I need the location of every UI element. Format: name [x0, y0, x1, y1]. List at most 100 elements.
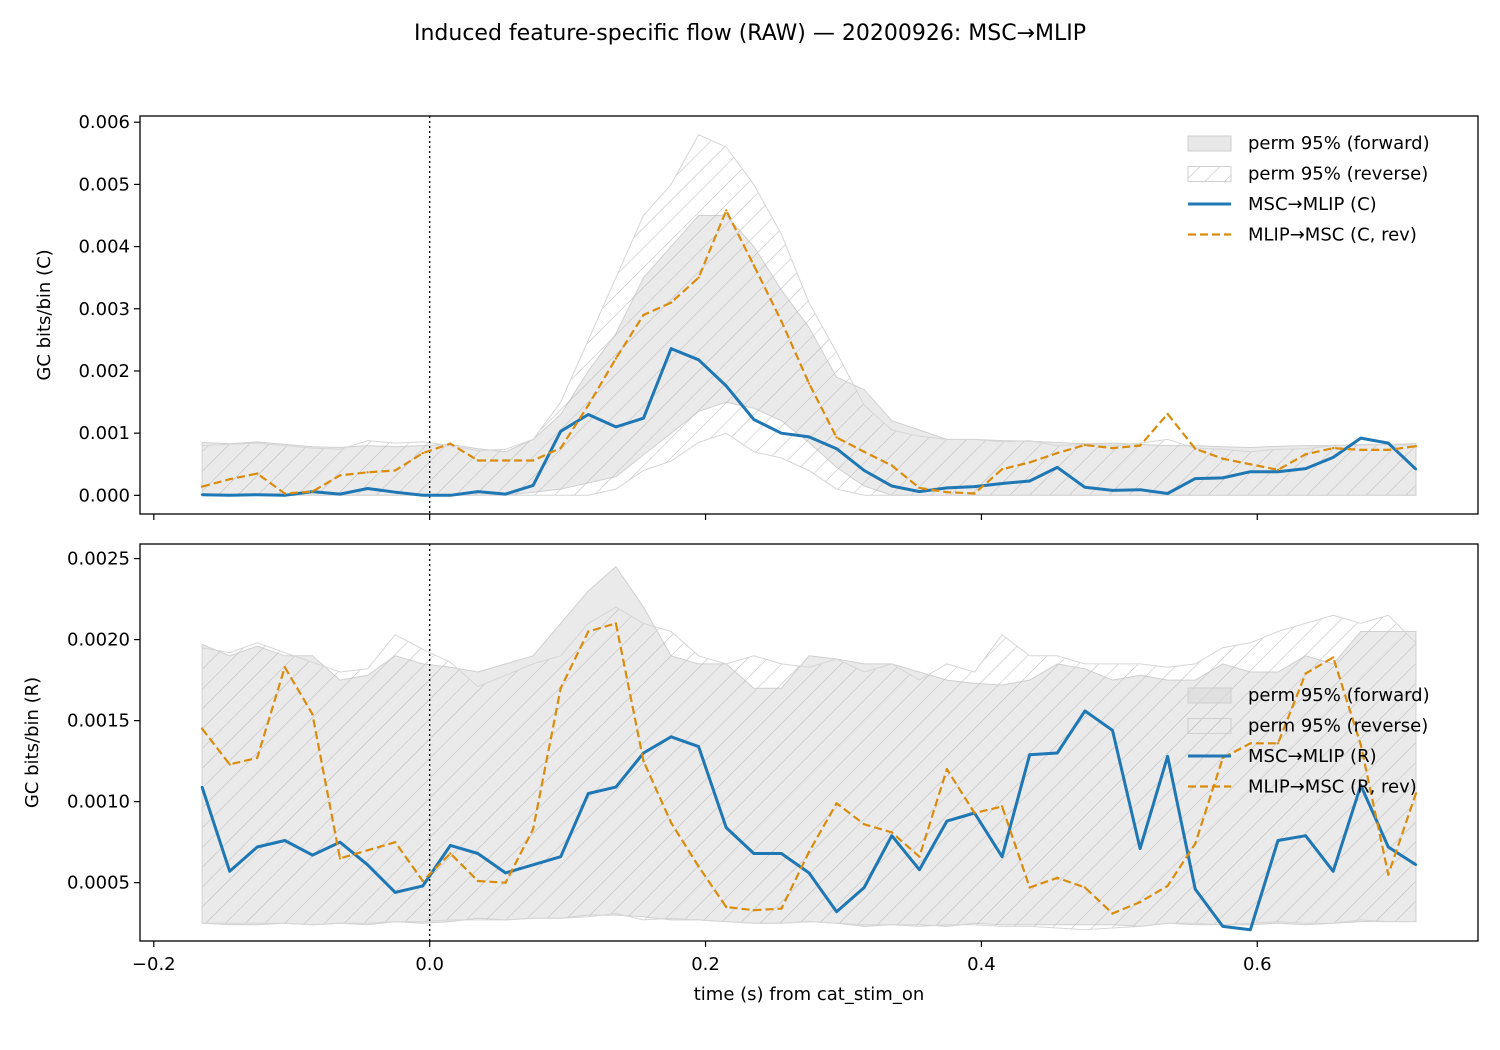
legend: perm 95% (forward) perm 95% (reverse) MSC→…: [1187, 685, 1430, 798]
data-point: [1000, 855, 1004, 858]
data-point: [449, 852, 452, 855]
data-point: [476, 879, 480, 883]
data-point: [614, 357, 618, 360]
x-tick-label: −0.2: [132, 954, 176, 975]
data-point: [504, 881, 507, 884]
data-point: [1166, 884, 1169, 888]
data-point: [890, 464, 893, 467]
y-axis-label: GC bits/bin (R): [22, 677, 43, 808]
data-point: [1387, 845, 1390, 849]
data-point: [228, 494, 231, 497]
y-tick-label: 0.000: [78, 485, 130, 506]
data-point: [1056, 466, 1059, 469]
data-point: [559, 430, 562, 433]
data-point: [725, 209, 728, 212]
data-point: [1359, 784, 1363, 787]
series-points: [200, 709, 1418, 931]
y-tick-label: 0.0010: [67, 792, 130, 813]
data-point: [614, 785, 618, 789]
data-point: [780, 320, 783, 323]
y-tick-label: 0.005: [78, 174, 130, 195]
data-point: [863, 823, 866, 826]
data-point: [200, 727, 204, 730]
data-point: [476, 852, 480, 855]
data-point: [1359, 448, 1363, 452]
y-tick-label: 0.0025: [67, 549, 130, 570]
data-point: [918, 868, 921, 871]
data-point: [752, 264, 755, 267]
data-point: [669, 301, 673, 304]
data-point: [311, 853, 314, 857]
legend-label: MSC→MLIP (R): [1248, 746, 1377, 767]
data-point: [256, 472, 259, 475]
data-point: [587, 792, 590, 795]
plot-area: [200, 544, 1418, 941]
data-point: [256, 493, 259, 496]
data-point: [697, 745, 700, 748]
data-point: [1414, 445, 1418, 448]
data-point: [1414, 468, 1418, 471]
legend-label: perm 95% (reverse): [1248, 164, 1428, 185]
data-point: [200, 485, 204, 488]
legend-swatch-reverse-band: [1187, 718, 1232, 734]
data-point: [338, 841, 342, 844]
data-point: [752, 418, 755, 421]
axes-frame: [139, 115, 1479, 515]
data-point: [1056, 451, 1059, 455]
data-point: [945, 491, 949, 494]
y-tick-label: 0.001: [78, 423, 130, 444]
data-point: [1276, 839, 1280, 842]
data-point: [890, 484, 893, 488]
data-point: [587, 404, 590, 407]
legend: perm 95% (forward) perm 95% (reverse) MSC→…: [1187, 133, 1430, 246]
legend-swatch-reverse-band: [1187, 166, 1232, 182]
data-point: [863, 450, 866, 453]
data-point: [394, 469, 397, 472]
data-point: [835, 910, 838, 913]
series-line-reverse: [201, 209, 1417, 495]
data-point: [1332, 656, 1335, 659]
data-point: [283, 492, 286, 495]
data-point: [449, 844, 452, 847]
bottom-panel: −0.2 0.0 0.2 0.4 0.6 0.0005 0.0010 0.0015 0.0020…: [22, 543, 1479, 975]
data-point: [449, 494, 452, 497]
data-point: [1194, 842, 1197, 845]
y-tick-label: 0.0005: [67, 873, 130, 894]
data-point: [228, 763, 231, 766]
legend-label: perm 95% (forward): [1248, 133, 1430, 154]
data-point: [1332, 446, 1335, 450]
data-point: [780, 907, 783, 910]
data-point: [669, 347, 673, 350]
data-point: [835, 802, 838, 805]
legend-label: perm 95% (forward): [1248, 685, 1430, 706]
data-point: [780, 852, 783, 855]
data-point: [1056, 751, 1059, 755]
data-point: [476, 459, 480, 462]
data-point: [752, 852, 755, 855]
plot-area: [200, 116, 1418, 514]
data-point: [614, 425, 618, 429]
data-point: [1111, 446, 1114, 450]
data-point: [918, 490, 921, 493]
data-point: [1000, 805, 1004, 808]
data-point: [1414, 863, 1418, 866]
data-point: [863, 886, 866, 889]
legend-label: MLIP→MSC (C, rev): [1248, 225, 1417, 246]
data-point: [587, 630, 590, 633]
data-point: [531, 828, 535, 831]
data-point: [366, 863, 369, 866]
data-point: [1276, 468, 1280, 471]
legend-label: MLIP→MSC (R, rev): [1248, 777, 1417, 798]
y-tick-label: 0.006: [78, 112, 130, 133]
data-point: [531, 484, 535, 487]
data-point: [1414, 792, 1418, 795]
x-tick-label: 0.4: [967, 954, 996, 975]
data-point: [642, 417, 645, 420]
data-point: [476, 490, 480, 493]
band-reverse: [201, 134, 1417, 496]
data-point: [890, 831, 893, 834]
data-point: [1138, 444, 1142, 447]
legend-swatch-forward-band: [1187, 687, 1232, 704]
data-point: [311, 712, 314, 716]
data-point: [1028, 753, 1031, 756]
